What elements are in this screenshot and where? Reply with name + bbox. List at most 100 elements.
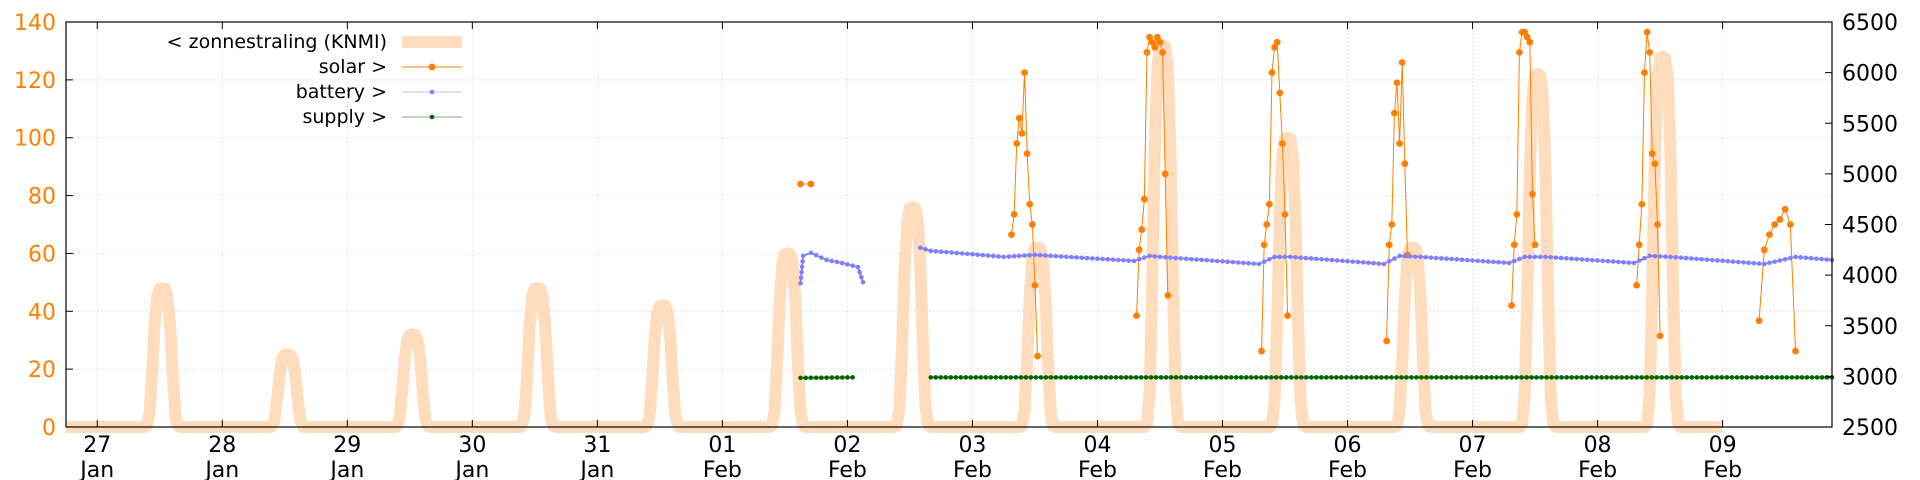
data-point [1034, 352, 1041, 360]
data-point [1494, 375, 1499, 380]
data-point [1814, 375, 1820, 380]
data-point [1772, 259, 1777, 264]
data-point [1324, 257, 1329, 262]
right-axis-tick-label: 2500 [1842, 416, 1898, 441]
data-point [1509, 375, 1514, 380]
data-point [1121, 258, 1126, 263]
data-point [1339, 375, 1344, 380]
data-point [1423, 254, 1428, 260]
data-point [1032, 252, 1038, 258]
left-axis-tick-label: 0 [42, 416, 56, 441]
data-point [943, 375, 949, 380]
x-axis-day-label: 02 [833, 433, 861, 458]
x-axis-day-label: 31 [583, 433, 611, 458]
data-point [808, 375, 814, 381]
data-point [1643, 28, 1651, 36]
data-point [1465, 257, 1470, 263]
data-point [807, 180, 815, 188]
data-point [1369, 375, 1374, 380]
data-point [1558, 255, 1564, 261]
data-point [1428, 255, 1434, 260]
data-point [1529, 375, 1534, 380]
data-point [1340, 258, 1345, 264]
data-point [1158, 375, 1164, 380]
data-point [1549, 375, 1554, 380]
data-point [1521, 28, 1529, 36]
data-point [1298, 375, 1304, 380]
data-point [1105, 257, 1111, 262]
x-axis-month-label: Jan [328, 458, 364, 480]
data-point [1527, 254, 1533, 260]
data-point [1469, 375, 1474, 380]
data-point [1766, 231, 1773, 239]
data-point [1288, 375, 1294, 380]
data-point [1329, 257, 1335, 263]
data-point [1504, 375, 1509, 380]
data-point [1026, 200, 1034, 208]
data-point [1792, 347, 1799, 355]
data-point [1589, 375, 1594, 380]
data-point [1128, 375, 1134, 380]
data-point [944, 249, 949, 255]
data-point [1662, 254, 1668, 259]
x-axis-month-label: Jan [78, 458, 114, 480]
data-point [1799, 375, 1805, 380]
data-point [1116, 257, 1121, 263]
data-point [1439, 375, 1444, 380]
data-point [1261, 259, 1267, 264]
data-point [1298, 255, 1303, 260]
data-point [1464, 375, 1469, 380]
data-point [1324, 375, 1329, 380]
data-point [1459, 375, 1464, 380]
data-point [1544, 375, 1549, 380]
data-point [1605, 258, 1611, 264]
data-point [1511, 258, 1517, 264]
data-point [1755, 317, 1763, 325]
data-point [1760, 246, 1768, 254]
data-point [1108, 375, 1114, 380]
data-point [1013, 140, 1021, 147]
x-axis-day-label: 29 [333, 433, 361, 458]
data-point [1388, 221, 1396, 228]
data-point [1345, 258, 1350, 264]
data-point [1396, 140, 1404, 147]
data-point [1003, 375, 1009, 380]
data-point [1354, 375, 1359, 380]
data-point [1532, 254, 1538, 260]
data-point [1746, 260, 1751, 266]
data-point [1767, 260, 1772, 266]
data-point [1621, 259, 1626, 265]
x-axis-month-label: Jan [578, 458, 614, 480]
data-point [1146, 33, 1153, 41]
data-point [1709, 257, 1715, 263]
data-point [1554, 375, 1559, 380]
data-point [1459, 257, 1465, 263]
data-point [938, 375, 944, 380]
data-point [819, 255, 824, 260]
data-point [1669, 375, 1675, 380]
data-point [1709, 375, 1715, 380]
data-point [1739, 375, 1745, 380]
data-point [923, 247, 928, 252]
data-point [1233, 375, 1239, 380]
data-point [954, 250, 960, 256]
data-point [1401, 160, 1409, 168]
x-axis: 27Jan28Jan29Jan30Jan31Jan01Feb02Feb03Feb… [78, 22, 1742, 480]
data-point [1599, 375, 1604, 380]
data-point [1028, 221, 1036, 228]
data-point [1225, 259, 1231, 265]
data-point [1083, 375, 1089, 380]
data-point [1399, 375, 1404, 380]
data-point [1402, 253, 1408, 259]
left-axis-tick-label: 20 [28, 358, 56, 383]
data-point [933, 248, 939, 254]
data-point [996, 254, 1001, 259]
left-axis-tick-label: 140 [14, 11, 56, 36]
data-point [1133, 312, 1140, 320]
data-point [1350, 259, 1356, 264]
x-axis-day-label: 03 [958, 433, 986, 458]
x-axis-month-label: Feb [828, 458, 867, 480]
data-point [1027, 252, 1033, 258]
data-point [1454, 257, 1460, 262]
data-point [1168, 255, 1173, 260]
